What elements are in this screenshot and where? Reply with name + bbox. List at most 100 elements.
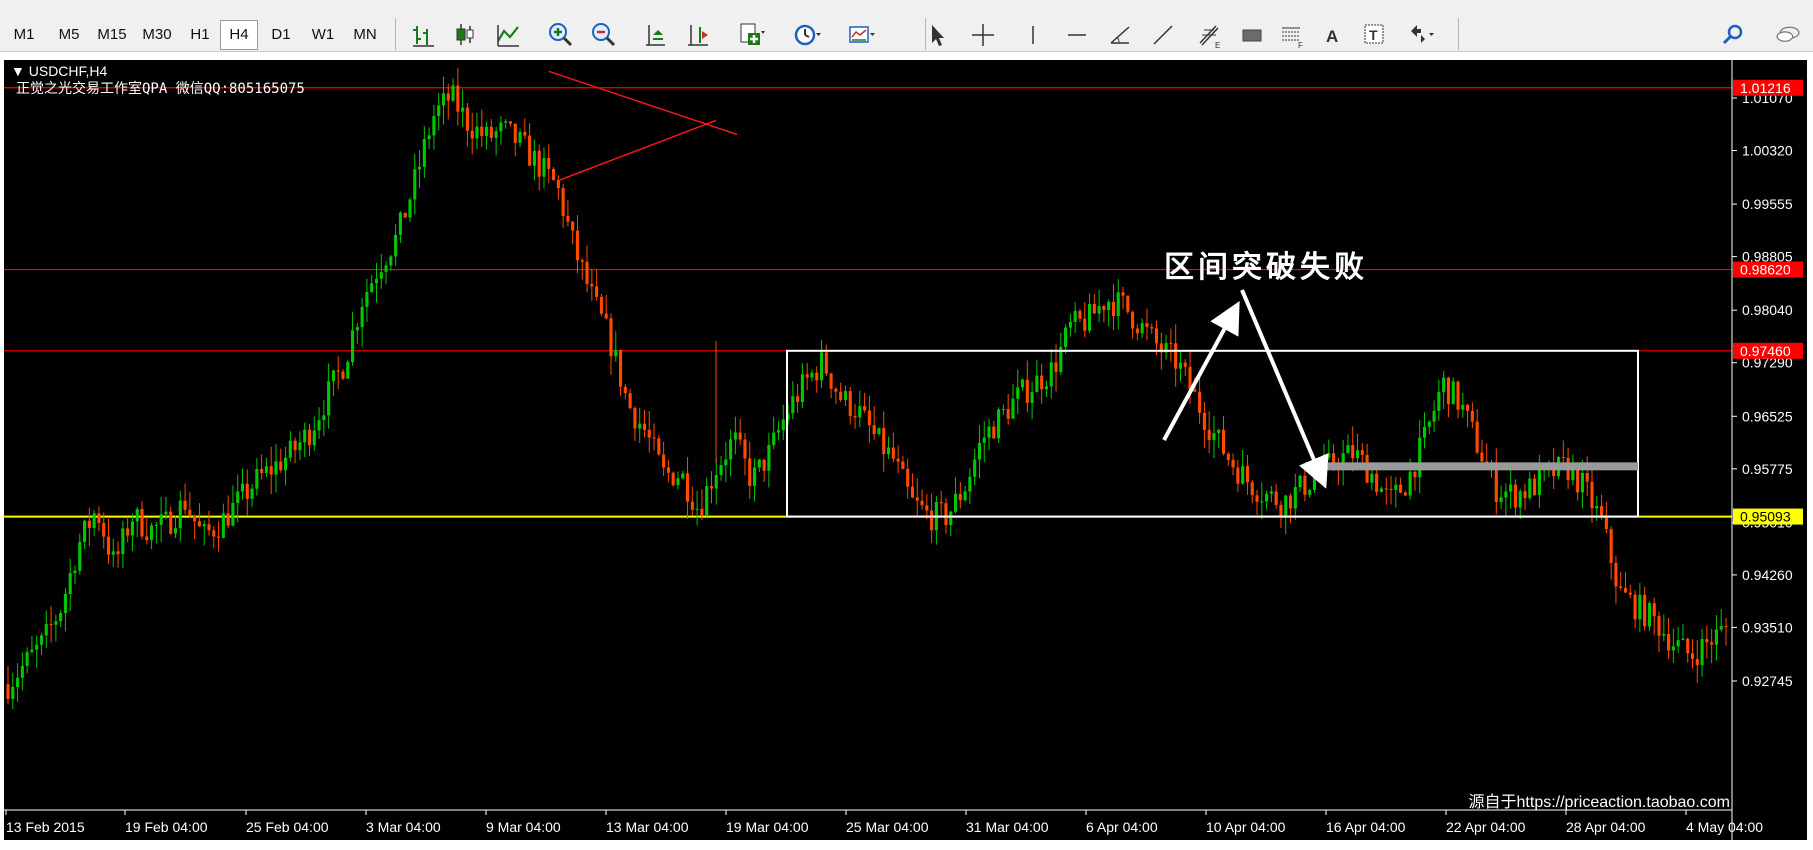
candle-body [1643, 594, 1647, 627]
candle-body [1059, 346, 1063, 372]
candle-body [590, 283, 594, 287]
arrow-tool-icon[interactable] [1406, 20, 1436, 50]
candle-body [422, 139, 426, 167]
text-icon[interactable]: A [1318, 20, 1348, 50]
candle-body [1265, 493, 1269, 502]
candle-body [1638, 594, 1642, 620]
bar-chart-icon[interactable] [408, 20, 438, 50]
candle-body [930, 510, 934, 531]
svg-text:T: T [1369, 27, 1378, 43]
zoom-in-icon[interactable] [545, 20, 575, 50]
candle-body [1135, 328, 1139, 334]
candle-body [829, 373, 833, 389]
candle-body [250, 488, 254, 499]
candle-body [1571, 467, 1575, 481]
template-icon[interactable] [846, 20, 876, 50]
candle-body [130, 521, 134, 536]
timeframe-mn[interactable]: MN [353, 26, 377, 43]
support-zone-bar[interactable] [1305, 462, 1638, 471]
add-indicator-icon[interactable] [736, 20, 766, 50]
chart-shift-icon[interactable] [683, 20, 713, 50]
candle-body [1590, 481, 1594, 509]
candle-body [1154, 328, 1159, 344]
fibo-fan-icon[interactable]: F [1277, 20, 1307, 50]
candlestick-icon[interactable] [450, 20, 480, 50]
candle-body [791, 396, 795, 414]
candle-body [384, 265, 388, 273]
breakout-arrow-up[interactable] [1162, 300, 1240, 441]
candle-body [614, 349, 618, 357]
candle-body [1207, 429, 1211, 441]
candle-body [1413, 471, 1417, 478]
candle-body [1355, 450, 1360, 459]
candle-body [1202, 412, 1206, 430]
auto-scroll-icon[interactable] [640, 20, 670, 50]
trend-line-icon[interactable] [1148, 20, 1178, 50]
candle-body [202, 524, 206, 527]
candle-body [1475, 421, 1479, 453]
candle-body [805, 374, 809, 378]
period-clock-icon[interactable] [792, 20, 822, 50]
candle-body [484, 126, 489, 137]
time-tick-label: 6 Apr 04:00 [1086, 819, 1158, 835]
svg-text:E: E [1215, 41, 1220, 49]
horizontal-line-icon[interactable] [1062, 20, 1092, 50]
triangle-lower-line[interactable] [559, 119, 717, 181]
candle-body [877, 428, 881, 435]
axes: 1.010701.003200.995550.988050.980400.972… [4, 60, 1803, 840]
candle-body [451, 85, 455, 101]
candle-body [322, 415, 326, 421]
candle-body [891, 447, 895, 459]
candle-body [1087, 304, 1092, 331]
candle-body [398, 212, 402, 235]
candle-body [1164, 343, 1168, 353]
source-credit: 源自于https://priceaction.taobao.com [1469, 793, 1730, 811]
candle-body [1394, 484, 1398, 490]
candle-body [953, 493, 958, 512]
candle-body [1681, 638, 1685, 641]
zoom-out-icon[interactable] [588, 20, 618, 50]
candle-body [551, 168, 556, 180]
candle-body [738, 432, 742, 440]
fibonacci-icon[interactable]: E [1195, 20, 1225, 50]
crosshair-icon[interactable] [968, 20, 998, 50]
candle-body [245, 483, 249, 499]
text-label-icon[interactable]: T [1360, 20, 1390, 50]
timeframe-d1[interactable]: D1 [271, 26, 291, 43]
timeframe-m30[interactable]: M30 [142, 26, 172, 43]
price-chart[interactable]: 1.01070 1.00320 0.99555 0.98805 0.98040 0.972… [4, 60, 1807, 840]
timeframe-m5[interactable]: M5 [58, 26, 80, 43]
timeframe-m1[interactable]: M1 [13, 26, 35, 43]
search-icon[interactable] [1718, 20, 1748, 50]
candle-body [6, 684, 10, 699]
timeframe-h1[interactable]: H1 [190, 26, 210, 43]
symbol-label: ▼ USDCHF,H4 [11, 63, 108, 79]
candle-body [695, 508, 699, 510]
rectangle-icon[interactable] [1237, 20, 1267, 50]
triangle-upper-line[interactable] [548, 70, 738, 136]
time-tick-label: 19 Mar 04:00 [726, 819, 809, 835]
candle-body [1332, 453, 1336, 466]
cursor-icon[interactable] [922, 20, 952, 50]
candle-body [1226, 453, 1230, 460]
candle-body [700, 508, 704, 516]
angle-line-icon[interactable] [1106, 20, 1136, 50]
breakout-arrow-down[interactable] [1240, 289, 1329, 489]
chat-icon[interactable] [1768, 20, 1808, 50]
timeframe-w1[interactable]: W1 [311, 26, 335, 43]
candle-body [73, 570, 77, 574]
timeframe-m15[interactable]: M15 [97, 26, 127, 43]
chart-canvas[interactable]: 1.010701.003200.995550.988050.980400.972… [4, 60, 1807, 840]
candle-body [1456, 381, 1460, 410]
candle-body [733, 432, 737, 440]
vertical-line-icon[interactable] [1018, 20, 1048, 50]
price-tick-label: 0.99555 [1742, 196, 1793, 212]
candle-body [647, 429, 651, 438]
timeframe-h4[interactable]: H4 [220, 20, 258, 50]
candle-body [312, 430, 316, 446]
candle-body [417, 166, 422, 170]
candle-body [1657, 616, 1661, 636]
candle-body [49, 624, 53, 626]
line-chart-icon[interactable] [493, 20, 523, 50]
candle-body [1604, 516, 1608, 530]
